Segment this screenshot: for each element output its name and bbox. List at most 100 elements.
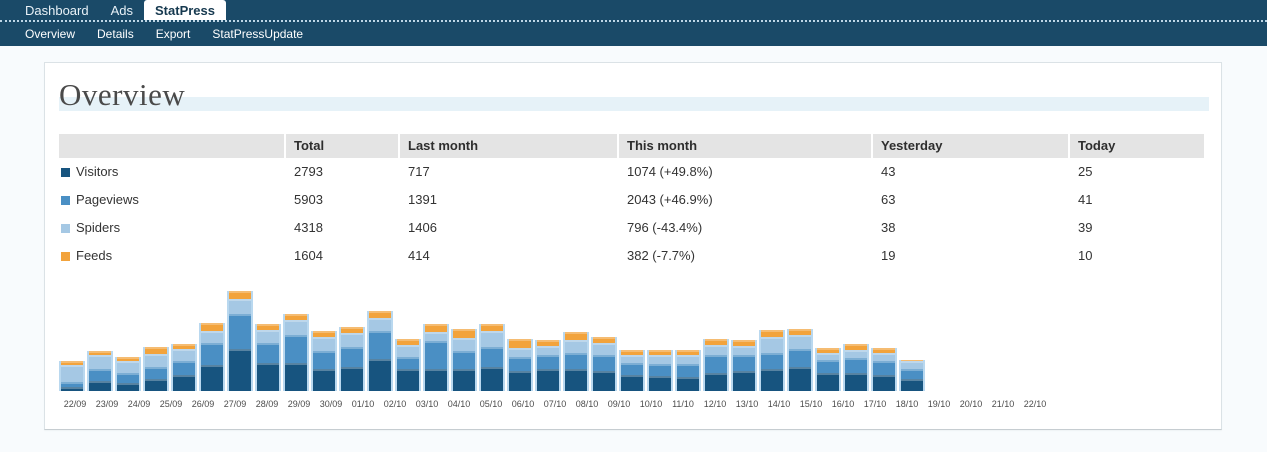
cell-feeds-yesterday: 19 xyxy=(881,248,896,263)
x-label-08-10: 08/10 xyxy=(575,399,599,409)
feeds-segment xyxy=(173,344,195,349)
visitors-segment xyxy=(845,373,867,391)
visitors-segment xyxy=(369,359,391,391)
topnav-item-ads[interactable]: Ads xyxy=(110,3,134,18)
bar-05-10 xyxy=(423,324,449,391)
x-label-26-09: 26/09 xyxy=(191,399,215,409)
spiders-segment xyxy=(901,361,923,369)
pageviews-segment xyxy=(705,355,727,373)
visitors-segment xyxy=(733,371,755,391)
feeds-segment xyxy=(593,337,615,343)
stacked-bar-chart xyxy=(59,291,927,391)
bar-19-10 xyxy=(815,348,841,391)
pageviews-segment xyxy=(677,364,699,377)
spiders-segment xyxy=(453,338,475,351)
spiders-segment xyxy=(425,332,447,341)
feeds-segment xyxy=(873,348,895,353)
bar-23-09 xyxy=(87,351,113,391)
pageviews-segment xyxy=(229,314,251,349)
subnav-item-export[interactable]: Export xyxy=(155,27,191,41)
feeds-segment xyxy=(61,361,83,365)
pageviews-segment xyxy=(313,351,335,369)
bar-28-09 xyxy=(227,291,253,391)
subnav-item-statpressupdate[interactable]: StatPressUpdate xyxy=(212,27,304,41)
feeds-segment xyxy=(789,329,811,335)
cell-feeds-this-month: 382 (-7.7%) xyxy=(627,248,695,263)
bar-18-10 xyxy=(787,329,813,391)
spiders-segment xyxy=(789,335,811,349)
feeds-segment xyxy=(677,350,699,355)
x-label-30-09: 30/09 xyxy=(319,399,343,409)
x-label-17-10: 17/10 xyxy=(863,399,887,409)
cell-visitors-yesterday: 43 xyxy=(881,164,896,179)
spiders-segment xyxy=(369,318,391,331)
feeds-segment xyxy=(733,340,755,346)
spiders-segment xyxy=(509,348,531,357)
feeds-segment xyxy=(565,332,587,340)
bar-20-10 xyxy=(843,344,869,391)
feeds-segment xyxy=(705,339,727,345)
spiders-segment xyxy=(621,355,643,363)
x-label-18-10: 18/10 xyxy=(895,399,919,409)
cell-spiders-this-month: 796 (-43.4%) xyxy=(627,220,703,235)
feeds-segment xyxy=(285,314,307,320)
feeds-segment xyxy=(761,330,783,337)
visitors-segment xyxy=(397,369,419,391)
feeds-segment xyxy=(901,360,923,361)
cell-pageviews-this-month: 2043 (+46.9%) xyxy=(627,192,713,207)
pageviews-segment xyxy=(425,341,447,369)
pageviews-segment xyxy=(257,343,279,363)
pageviews-segment xyxy=(761,353,783,369)
table-header-today: Today xyxy=(1070,134,1204,158)
spiders-segment xyxy=(229,299,251,314)
visitors-segment xyxy=(425,369,447,391)
subnav-item-details[interactable]: Details xyxy=(97,27,134,41)
x-label-12-10: 12/10 xyxy=(703,399,727,409)
pageviews-segment xyxy=(117,373,139,383)
feeds-segment xyxy=(369,311,391,318)
x-label-24-09: 24/09 xyxy=(127,399,151,409)
spiders-segment xyxy=(313,337,335,351)
feeds-segment xyxy=(397,339,419,345)
table-header-yesterday: Yesterday xyxy=(873,134,1068,158)
pageviews-segment xyxy=(621,363,643,375)
cell-spiders-yesterday: 38 xyxy=(881,220,896,235)
x-label-16-10: 16/10 xyxy=(831,399,855,409)
visitors-segment xyxy=(705,373,727,391)
topnav-item-dashboard[interactable]: Dashboard xyxy=(25,3,89,18)
spiders-segment xyxy=(593,343,615,355)
row-label-text: Pageviews xyxy=(76,192,139,207)
bar-22-09 xyxy=(59,361,85,391)
visitors-segment xyxy=(117,383,139,391)
cell-spiders-last-month: 1406 xyxy=(408,220,437,235)
row-label-text: Feeds xyxy=(76,248,113,263)
visitors-segment xyxy=(453,369,475,391)
x-label-04-10: 04/10 xyxy=(447,399,471,409)
topnav-item-statpress[interactable]: StatPress xyxy=(144,0,226,20)
x-label-22-09: 22/09 xyxy=(63,399,87,409)
feeds-segment xyxy=(425,324,447,332)
spiders-segment xyxy=(341,333,363,347)
subnav-item-overview[interactable]: Overview xyxy=(25,27,76,41)
cell-pageviews-yesterday: 63 xyxy=(881,192,896,207)
spiders-legend-swatch xyxy=(61,223,70,233)
spiders-segment xyxy=(201,331,223,343)
x-label-22-10: 22/10 xyxy=(1023,399,1047,409)
row-label-spiders: Spiders xyxy=(59,214,284,242)
bar-26-09 xyxy=(171,344,197,391)
pageviews-segment xyxy=(733,355,755,371)
x-label-03-10: 03/10 xyxy=(415,399,439,409)
bar-06-10 xyxy=(451,329,477,391)
cell-visitors-total: 2793 xyxy=(294,164,323,179)
feeds-segment xyxy=(649,350,671,355)
cell-spiders-total: 4318 xyxy=(294,220,323,235)
visitors-segment xyxy=(817,373,839,391)
cell-feeds-total: 1604 xyxy=(294,248,323,263)
chart-x-axis-labels: 22/09 23/09 24/09 25/09 26/09 27/09 28/09 29/09… xyxy=(59,399,1051,409)
pageviews-segment xyxy=(173,361,195,375)
pageviews-segment xyxy=(789,349,811,367)
bar-11-10 xyxy=(591,337,617,391)
x-label-11-10: 11/10 xyxy=(672,399,694,409)
bar-04-10 xyxy=(395,339,421,391)
spiders-segment xyxy=(649,355,671,364)
